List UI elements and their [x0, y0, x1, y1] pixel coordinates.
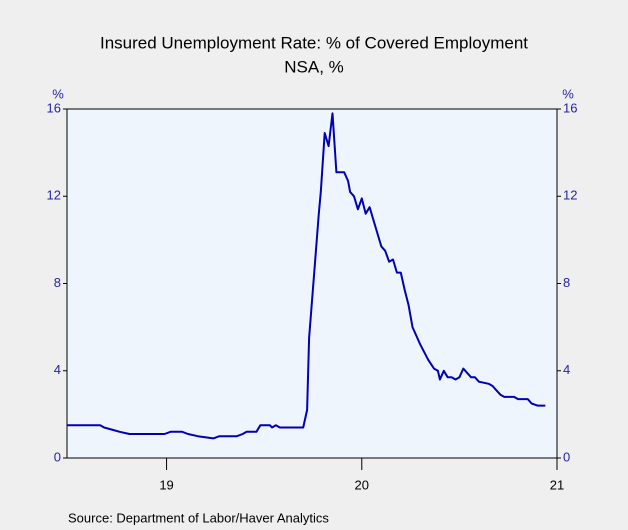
chart-title: Insured Unemployment Rate: % of Covered …: [100, 33, 528, 52]
y2-tick-label: 0: [563, 449, 570, 464]
y2-unit: %: [562, 86, 574, 101]
data-line: [67, 112, 546, 440]
y-unit: %: [52, 86, 64, 101]
y2-tick-label: 8: [563, 275, 570, 290]
plot-area: [66, 108, 558, 459]
y2-tick-label: 16: [563, 100, 577, 115]
x-tick-label: 21: [550, 477, 564, 492]
y2-tick-label: 4: [563, 362, 570, 377]
y-tick-label: 12: [47, 188, 61, 203]
y2-tick-label: 12: [563, 188, 577, 203]
y-tick-label: 4: [54, 362, 61, 377]
y-tick-label: 8: [54, 275, 61, 290]
x-tick-label: 20: [355, 477, 369, 492]
x-tick-label: 19: [159, 477, 173, 492]
source: Source: Department of Labor/Haver Analyt…: [68, 510, 329, 525]
y-tick-label: 0: [54, 449, 61, 464]
chart-subtitle: NSA, %: [284, 57, 344, 76]
y-tick-label: 16: [47, 100, 61, 115]
